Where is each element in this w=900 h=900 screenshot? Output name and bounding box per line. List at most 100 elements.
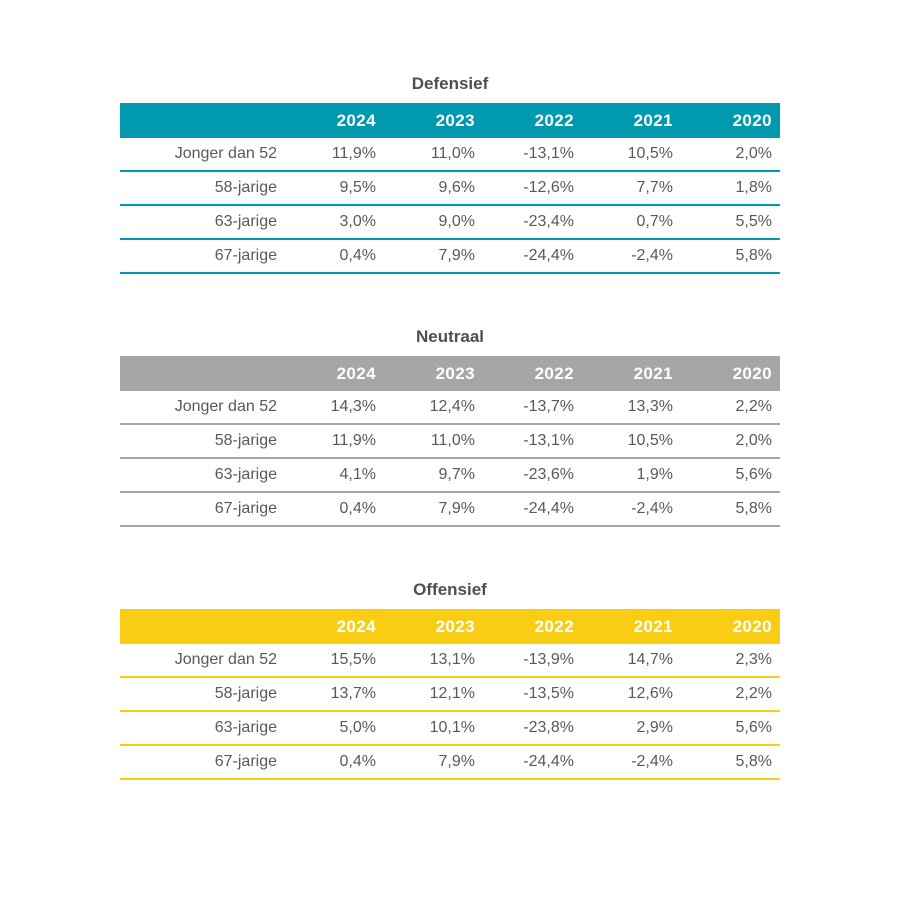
value-cell: -13,7% — [483, 391, 582, 425]
value-cell: 5,8% — [681, 492, 780, 527]
value-cell: -24,4% — [483, 745, 582, 780]
value-cell: 10,5% — [582, 424, 681, 459]
row-label: 58-jarige — [120, 424, 285, 459]
value-cell: 14,7% — [582, 644, 681, 678]
year-column-header: 2024 — [285, 103, 384, 138]
table-title: Offensief — [413, 580, 487, 599]
tables-container: Defensief 2024 2023 2022 2021 2020 Jonger dan … — [120, 0, 780, 780]
table-row: 63-jarige 3,0% 9,0% -23,4% 0,7% 5,5% — [120, 205, 780, 240]
row-label: 63-jarige — [120, 205, 285, 240]
value-cell: 9,0% — [384, 205, 483, 240]
value-cell: 12,4% — [384, 391, 483, 425]
value-cell: 11,9% — [285, 138, 384, 172]
corner-cell — [120, 609, 285, 644]
value-cell: 12,6% — [582, 677, 681, 712]
year-column-header: 2022 — [483, 356, 582, 391]
value-cell: -2,4% — [582, 745, 681, 780]
value-cell: -13,5% — [483, 677, 582, 712]
value-cell: 13,3% — [582, 391, 681, 425]
row-label: 67-jarige — [120, 745, 285, 780]
value-cell: 13,7% — [285, 677, 384, 712]
year-column-header: 2020 — [681, 356, 780, 391]
value-cell: 5,8% — [681, 239, 780, 274]
value-cell: 11,0% — [384, 424, 483, 459]
header-row: 2024 2023 2022 2021 2020 — [120, 103, 780, 138]
table-row: 58-jarige 13,7% 12,1% -13,5% 12,6% 2,2% — [120, 677, 780, 712]
table-row: 67-jarige 0,4% 7,9% -24,4% -2,4% 5,8% — [120, 239, 780, 274]
value-cell: 11,9% — [285, 424, 384, 459]
year-column-header: 2023 — [384, 103, 483, 138]
table-row: 58-jarige 9,5% 9,6% -12,6% 7,7% 1,8% — [120, 171, 780, 206]
value-cell: -13,9% — [483, 644, 582, 678]
value-cell: -13,1% — [483, 138, 582, 172]
row-label: Jonger dan 52 — [120, 391, 285, 425]
value-cell: 13,1% — [384, 644, 483, 678]
value-cell: 4,1% — [285, 458, 384, 493]
table-row: 58-jarige 11,9% 11,0% -13,1% 10,5% 2,0% — [120, 424, 780, 459]
table-section-offensief: Offensief 2024 2023 2022 2021 2020 Jonger dan … — [120, 580, 780, 780]
value-cell: 0,4% — [285, 492, 384, 527]
value-cell: -2,4% — [582, 492, 681, 527]
table-row: 63-jarige 4,1% 9,7% -23,6% 1,9% 5,6% — [120, 458, 780, 493]
value-cell: 9,5% — [285, 171, 384, 206]
value-cell: 12,1% — [384, 677, 483, 712]
row-label: Jonger dan 52 — [120, 644, 285, 678]
value-cell: 2,2% — [681, 677, 780, 712]
year-column-header: 2020 — [681, 609, 780, 644]
value-cell: 5,6% — [681, 711, 780, 746]
value-cell: 5,8% — [681, 745, 780, 780]
year-column-header: 2020 — [681, 103, 780, 138]
year-column-header: 2022 — [483, 609, 582, 644]
table-row: 67-jarige 0,4% 7,9% -24,4% -2,4% 5,8% — [120, 492, 780, 527]
value-cell: 0,4% — [285, 745, 384, 780]
value-cell: 7,7% — [582, 171, 681, 206]
year-column-header: 2021 — [582, 356, 681, 391]
value-cell: 5,0% — [285, 711, 384, 746]
value-cell: 7,9% — [384, 239, 483, 274]
row-label: 63-jarige — [120, 711, 285, 746]
table-row: 63-jarige 5,0% 10,1% -23,8% 2,9% 5,6% — [120, 711, 780, 746]
corner-cell — [120, 103, 285, 138]
year-column-header: 2023 — [384, 356, 483, 391]
value-cell: -12,6% — [483, 171, 582, 206]
value-cell: -2,4% — [582, 239, 681, 274]
value-cell: -24,4% — [483, 239, 582, 274]
value-cell: 9,6% — [384, 171, 483, 206]
year-column-header: 2021 — [582, 103, 681, 138]
value-cell: -23,6% — [483, 458, 582, 493]
row-label: 63-jarige — [120, 458, 285, 493]
table-section-defensief: Defensief 2024 2023 2022 2021 2020 Jonger dan … — [120, 74, 780, 274]
value-cell: -13,1% — [483, 424, 582, 459]
returns-table: 2024 2023 2022 2021 2020 Jonger dan 52 15,5% 13… — [120, 609, 780, 780]
value-cell: 10,5% — [582, 138, 681, 172]
value-cell: 11,0% — [384, 138, 483, 172]
table-title: Defensief — [411, 74, 489, 93]
year-column-header: 2023 — [384, 609, 483, 644]
value-cell: 0,4% — [285, 239, 384, 274]
value-cell: 7,9% — [384, 745, 483, 780]
value-cell: 10,1% — [384, 711, 483, 746]
value-cell: 9,7% — [384, 458, 483, 493]
returns-table: 2024 2023 2022 2021 2020 Jonger dan 52 14,3% 12… — [120, 356, 780, 527]
table-title: Neutraal — [415, 327, 485, 346]
value-cell: 5,5% — [681, 205, 780, 240]
table-row: Jonger dan 52 15,5% 13,1% -13,9% 14,7% 2,3% — [120, 644, 780, 678]
value-cell: 2,3% — [681, 644, 780, 678]
value-cell: 2,2% — [681, 391, 780, 425]
year-column-header: 2022 — [483, 103, 582, 138]
value-cell: 2,9% — [582, 711, 681, 746]
header-row: 2024 2023 2022 2021 2020 — [120, 609, 780, 644]
value-cell: 7,9% — [384, 492, 483, 527]
year-column-header: 2024 — [285, 356, 384, 391]
row-label: 58-jarige — [120, 171, 285, 206]
value-cell: 2,0% — [681, 424, 780, 459]
value-cell: 1,8% — [681, 171, 780, 206]
table-section-neutraal: Neutraal 2024 2023 2022 2021 2020 Jonger dan 5… — [120, 327, 780, 527]
year-column-header: 2021 — [582, 609, 681, 644]
table-row: Jonger dan 52 14,3% 12,4% -13,7% 13,3% 2,2% — [120, 391, 780, 425]
value-cell: -24,4% — [483, 492, 582, 527]
value-cell: -23,4% — [483, 205, 582, 240]
table-row: 67-jarige 0,4% 7,9% -24,4% -2,4% 5,8% — [120, 745, 780, 780]
row-label: 67-jarige — [120, 492, 285, 527]
returns-table: 2024 2023 2022 2021 2020 Jonger dan 52 11,9% 11… — [120, 103, 780, 274]
